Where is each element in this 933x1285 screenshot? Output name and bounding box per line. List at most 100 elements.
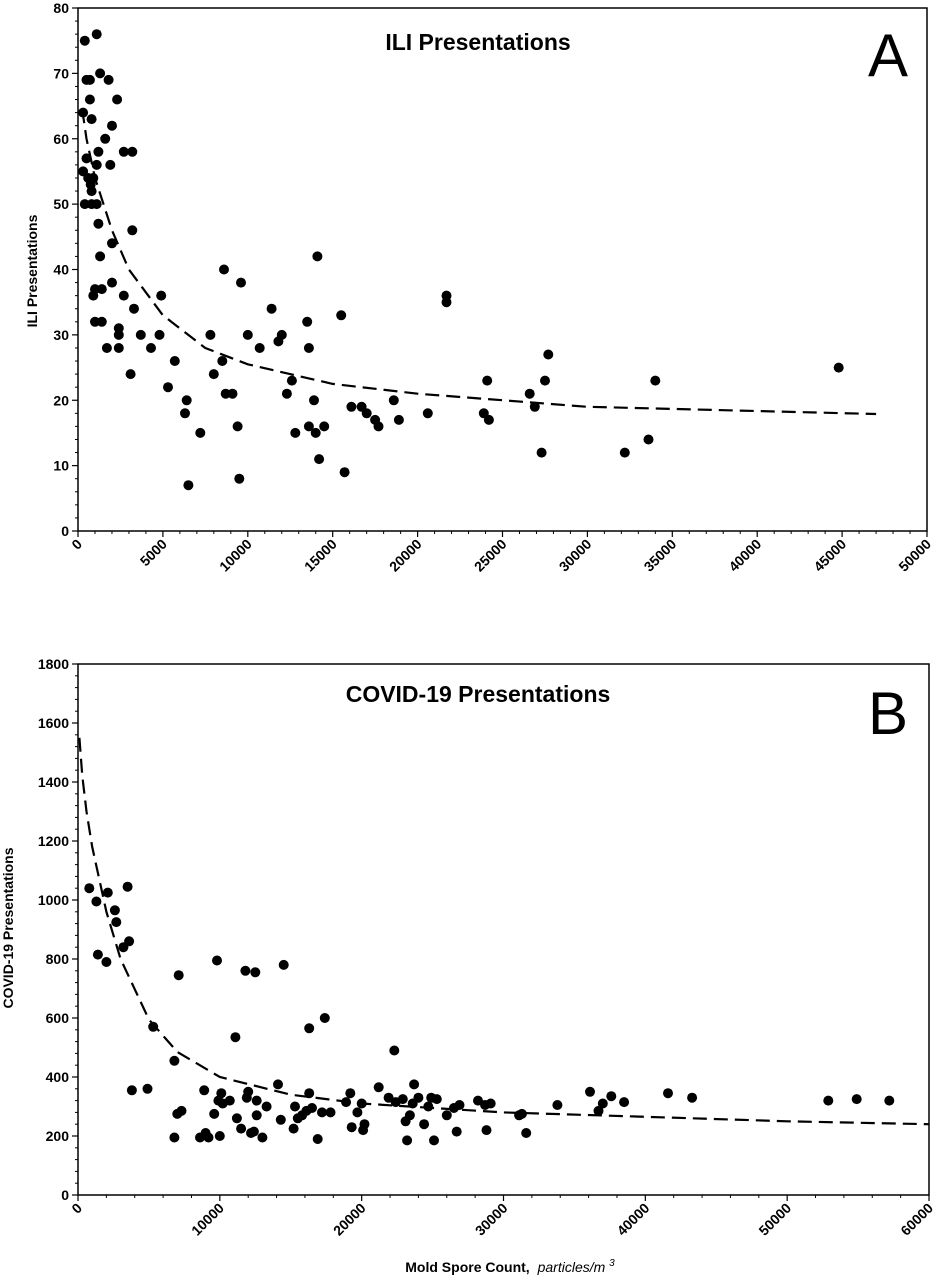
data-point-a [393, 414, 404, 425]
data-point-b [243, 1086, 254, 1097]
data-point-a [208, 369, 219, 380]
data-point-a [482, 375, 493, 386]
data-point-b [325, 1107, 336, 1118]
y-tick-label-a: 50 [53, 196, 69, 212]
data-point-b [142, 1083, 153, 1094]
data-point-a [373, 421, 384, 432]
y-tick-label-b: 1200 [38, 833, 69, 849]
data-point-a [96, 316, 107, 327]
data-point-b [288, 1123, 299, 1134]
data-point-b [319, 1013, 330, 1023]
data-point-b [521, 1128, 532, 1138]
x-tick-label-b: 60000 [897, 1200, 933, 1239]
data-point-a [529, 401, 540, 412]
data-point-b [224, 1095, 235, 1106]
y-tick-label-a: 70 [53, 65, 69, 81]
data-point-b [273, 1079, 283, 1090]
data-point-a [113, 343, 124, 353]
x-tick-label-b: 40000 [614, 1200, 653, 1239]
data-point-b [307, 1103, 317, 1113]
data-point-b [236, 1123, 247, 1134]
data-point-b [230, 1032, 241, 1043]
data-point-a [86, 114, 97, 125]
data-point-a [107, 238, 117, 249]
data-point-b [257, 1132, 268, 1143]
data-point-b [317, 1107, 327, 1118]
data-point-b [91, 896, 102, 907]
data-point-b [312, 1134, 323, 1144]
plot-area-a [77, 7, 928, 532]
data-point-b [687, 1092, 698, 1103]
x-tick-label-a: 5000 [137, 536, 170, 569]
data-point-a [422, 408, 433, 419]
data-point-b [441, 1110, 452, 1121]
x-tick-label-b: 20000 [330, 1200, 369, 1239]
x-tick-label-a: 50000 [895, 536, 933, 575]
x-tick-label-a: 10000 [216, 536, 255, 575]
y-tick-label-b: 1600 [38, 715, 69, 731]
data-point-a [91, 159, 102, 170]
data-point-a [303, 421, 314, 432]
data-point-b [209, 1108, 220, 1119]
data-point-a [227, 388, 238, 399]
data-point-a [113, 329, 124, 340]
x-tick-label-a: 0 [68, 536, 85, 553]
x-tick-label-a: 35000 [641, 536, 680, 575]
data-point-a [118, 290, 129, 301]
y-axis-title-b: COVID-19 Presentations [0, 847, 16, 1008]
data-point-b [126, 1085, 137, 1096]
y-tick-label-b: 0 [61, 1187, 69, 1203]
data-point-b [619, 1097, 630, 1108]
x-tick-label-b: 0 [68, 1200, 85, 1217]
data-point-b [290, 1101, 300, 1112]
data-point-a [135, 329, 146, 340]
y-tick-label-a: 10 [53, 458, 69, 474]
data-point-b [429, 1135, 439, 1146]
data-point-a [125, 369, 136, 380]
data-point-b [402, 1135, 413, 1146]
data-point-a [183, 480, 194, 491]
data-point-b [214, 1131, 225, 1141]
data-point-b [346, 1122, 357, 1133]
data-point-b [454, 1100, 465, 1110]
data-point-b [199, 1085, 210, 1096]
data-point-a [234, 473, 245, 484]
data-point-a [540, 375, 550, 386]
data-point-b [124, 936, 135, 947]
y-tick-label-a: 30 [53, 327, 69, 343]
data-point-a [100, 133, 111, 144]
data-point-b [169, 1055, 180, 1066]
panel-letter-a: A [868, 22, 908, 89]
data-point-a [88, 173, 99, 183]
x-tick-label-a: 15000 [301, 536, 340, 575]
y-tick-label-a: 60 [53, 131, 69, 147]
y-axis-title-a: ILI Presentations [24, 214, 40, 327]
data-point-a [309, 395, 319, 406]
data-point-b [304, 1088, 315, 1099]
x-axis-title-b-unit: particles/m [537, 1259, 606, 1275]
data-point-b [111, 917, 122, 928]
fit-curve-b [78, 737, 930, 1126]
panel-a: ILI Presentations A ILI Presentations 0 1… [24, 0, 933, 575]
x-axis-title-b-main: Mold Spore Count, [405, 1259, 529, 1275]
data-point-b [122, 881, 133, 892]
x-tick-label-a: 40000 [725, 536, 764, 575]
x-tick-label-b: 30000 [472, 1200, 511, 1239]
data-point-b [251, 1095, 262, 1106]
x-axis-title-b: Mold Spore Count, particles/m 3 [405, 1258, 615, 1275]
data-point-a [93, 146, 104, 157]
data-point-a [266, 303, 277, 314]
data-point-a [619, 447, 630, 458]
data-point-b [397, 1094, 408, 1105]
data-point-b [481, 1125, 492, 1136]
data-point-b [345, 1088, 356, 1099]
data-point-a [163, 382, 173, 393]
y-tick-label-a: 20 [53, 392, 69, 408]
data-point-a [312, 251, 323, 262]
data-point-b [851, 1094, 862, 1105]
data-point-b [516, 1108, 527, 1119]
data-point-a [118, 146, 129, 157]
data-point-a [441, 297, 452, 308]
data-point-a [388, 395, 399, 406]
